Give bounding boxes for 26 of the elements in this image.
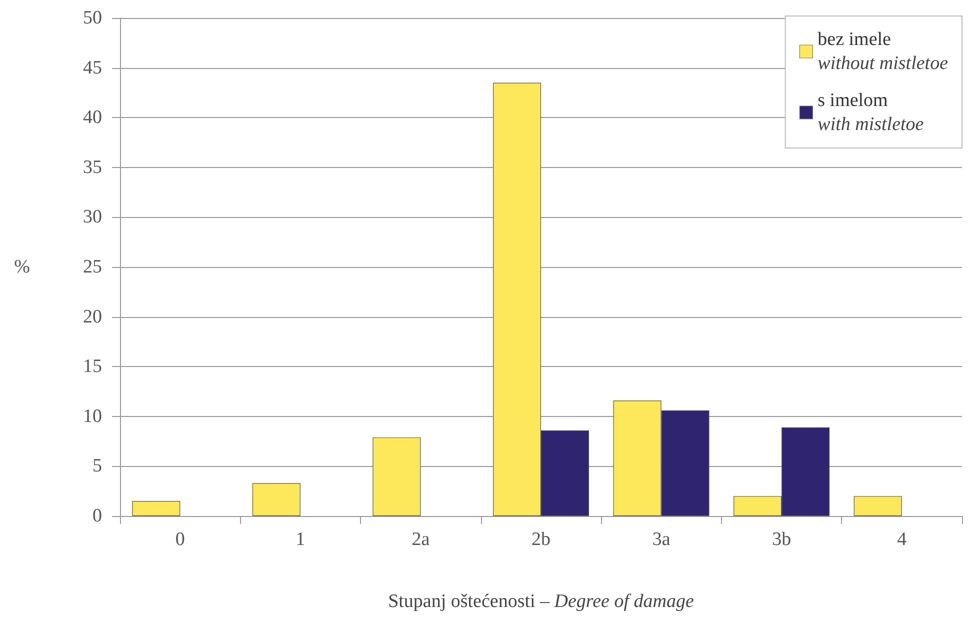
- y-tick-label: 25: [83, 256, 102, 278]
- x-tick-label: 2a: [412, 529, 430, 550]
- legend-label: bez imele without mistletoe: [818, 29, 948, 74]
- y-tick-label: 35: [83, 156, 102, 178]
- bar: [132, 501, 180, 516]
- x-tick-label: 3a: [652, 529, 671, 550]
- y-tick-label: 20: [83, 306, 102, 328]
- legend-label: s imelom with mistletoe: [818, 90, 924, 135]
- y-tick-label: 10: [83, 406, 102, 427]
- y-tick-label: 15: [83, 356, 102, 378]
- x-axis-title: Stupanj oštećenosti – Degree of damage: [388, 591, 694, 612]
- x-tick-label: 2b: [532, 529, 550, 550]
- y-axis-title: %: [14, 256, 30, 278]
- y-tick-label: 5: [92, 456, 102, 477]
- y-tick-label: 50: [83, 8, 102, 28]
- y-tick-label: 30: [83, 206, 102, 228]
- bar: [252, 483, 300, 516]
- x-tick-label: 4: [897, 529, 908, 550]
- y-tick-label: 40: [83, 107, 102, 128]
- bar: [854, 496, 902, 516]
- bar: [372, 437, 421, 516]
- x-tick-label: 1: [296, 529, 306, 550]
- y-tick-label: 0: [92, 506, 102, 526]
- x-tick-label: 0: [175, 529, 185, 550]
- y-tick-label: 45: [83, 57, 102, 78]
- x-tick-label: 3b: [772, 529, 792, 550]
